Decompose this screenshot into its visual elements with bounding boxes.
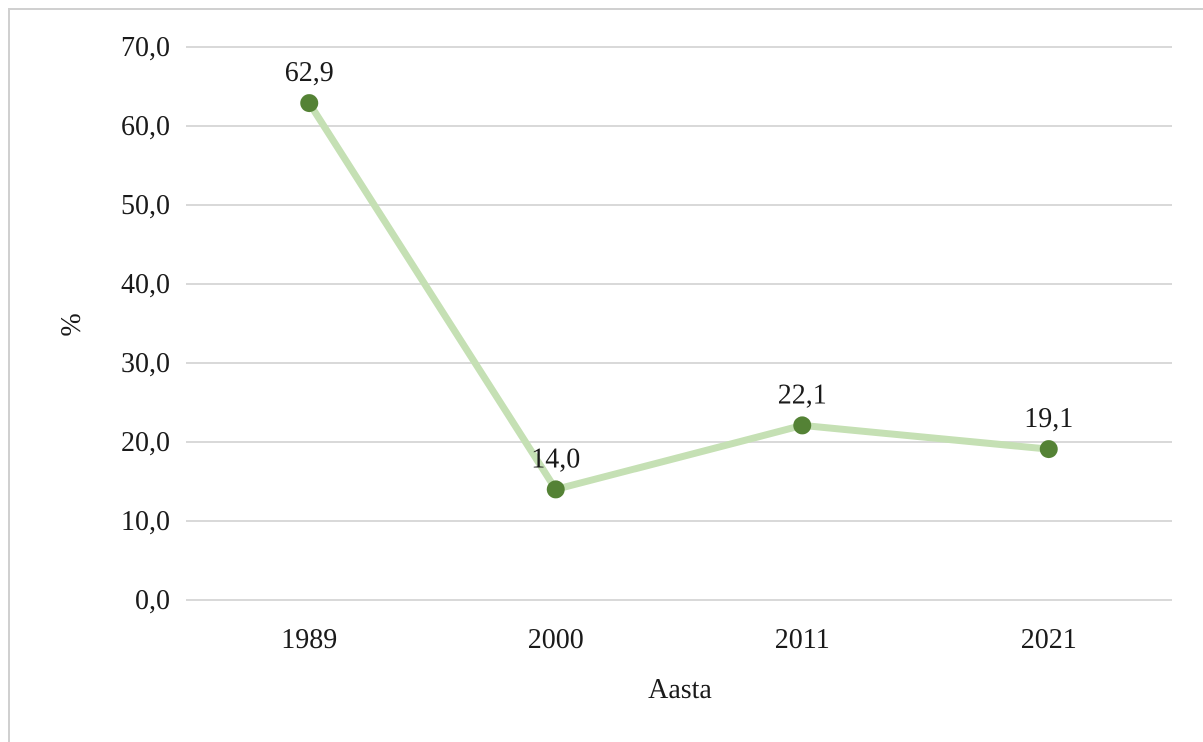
series-polyline [305,99,1053,493]
data-label: 19,1 [1024,403,1073,434]
series-line [305,99,1053,493]
gridlines [186,46,1172,601]
x-tick-label: 2021 [1021,624,1077,655]
data-points [300,94,1058,499]
x-tick-label: 2011 [775,624,830,655]
y-axis-ticks: 0,0 10,0 20,0 30,0 40,0 50,0 60,0 70,0 [121,32,170,616]
y-tick-label: 50,0 [121,190,170,221]
x-tick-label: 2000 [528,624,584,655]
y-tick-label: 30,0 [121,348,170,379]
x-axis-ticks: 1989 2000 2011 2021 [281,624,1077,655]
y-tick-label: 70,0 [121,32,170,63]
y-tick-label: 10,0 [121,506,170,537]
data-point [300,94,319,113]
data-label: 62,9 [285,57,334,88]
data-labels: 62,9 14,0 22,1 19,1 [285,57,1074,474]
x-tick-label: 1989 [281,624,337,655]
y-tick-label: 40,0 [121,269,170,300]
y-axis-title: % [56,313,87,336]
x-axis-title: Aasta [648,674,712,705]
data-point [793,416,812,435]
y-tick-label: 0,0 [135,585,170,616]
data-label: 22,1 [778,379,827,410]
y-tick-label: 20,0 [121,427,170,458]
data-point [1039,440,1058,459]
y-tick-label: 60,0 [121,111,170,142]
data-point [546,480,565,499]
chart-frame [8,8,1203,742]
data-label: 14,0 [531,443,580,474]
